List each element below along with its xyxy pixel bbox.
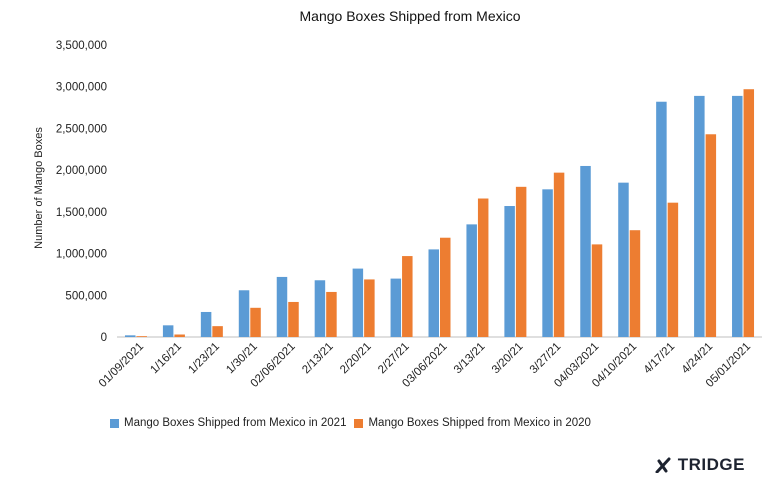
brand-logo: TRIDGE xyxy=(654,455,745,475)
bar-2020 xyxy=(591,244,603,337)
x-tick-label: 01/09/2021 xyxy=(97,341,146,390)
bar-2021 xyxy=(580,165,591,337)
x-axis-ticks: 01/09/2021 1/16/21 1/23/21 1/30/2102/06/202… xyxy=(97,341,753,390)
y-tick-label: 2,500,000 xyxy=(56,123,107,135)
bar-2021 xyxy=(656,101,667,337)
x-tick-label: 3/20/21 xyxy=(490,341,526,377)
y-tick-label: 1,500,000 xyxy=(56,207,107,219)
bar-2021 xyxy=(618,182,629,337)
x-tick-label: 1/16/21 xyxy=(148,341,184,377)
bar-2020 xyxy=(212,326,223,337)
legend-item-2020: Mango Boxes Shipped from Mexico in 2020 xyxy=(354,417,591,429)
y-tick-label: 3,000,000 xyxy=(56,82,107,94)
bar-2020 xyxy=(553,172,565,337)
bar-2020 xyxy=(667,202,679,337)
x-tick-label: 2/13/21 xyxy=(300,341,336,377)
x-tick-label: 1/23/21 xyxy=(186,341,222,377)
y-tick-label: 1,000,000 xyxy=(56,249,107,261)
x-tick-label: 1/30/21 xyxy=(224,341,260,377)
bar-2020 xyxy=(743,89,755,337)
x-tick-label: 3/27/21 xyxy=(528,341,564,377)
chart-title: Mango Boxes Shipped from Mexico xyxy=(300,8,521,24)
legend-label-2020: Mango Boxes Shipped from Mexico in 2020 xyxy=(368,417,591,429)
legend-swatch-2020 xyxy=(354,418,364,428)
bar-2020 xyxy=(440,237,451,337)
bar-2021 xyxy=(428,249,439,337)
bar-2021 xyxy=(694,95,705,337)
y-tick-label: 3,500,000 xyxy=(56,40,107,52)
legend-swatch-2021 xyxy=(110,418,119,428)
brand-name: TRIDGE xyxy=(677,455,745,474)
bar-2021 xyxy=(466,224,477,337)
legend-item-2021: Mango Boxes Shipped from Mexico in 2021 xyxy=(110,417,346,429)
bar-2021 xyxy=(542,189,553,337)
bar-2020 xyxy=(705,134,717,337)
tridge-logo-icon xyxy=(655,457,671,473)
bar-2020 xyxy=(477,198,489,337)
legend: Mango Boxes Shipped from Mexico in 2021 … xyxy=(110,417,591,429)
x-tick-label: 2/27/21 xyxy=(376,341,412,377)
bars xyxy=(124,89,755,337)
bar-2021 xyxy=(504,206,515,337)
x-tick-label: 4/24/21 xyxy=(680,341,716,377)
legend-label-2021: Mango Boxes Shipped from Mexico in 2021 xyxy=(124,417,347,429)
bar-2021 xyxy=(314,280,326,337)
bar-2020 xyxy=(136,336,147,337)
bar-2020 xyxy=(629,230,641,337)
bar-2020 xyxy=(364,279,375,337)
y-axis-title: Number of Mango Boxes xyxy=(33,127,45,249)
bar-2021 xyxy=(238,290,250,337)
mango-boxes-chart: Mango Boxes Shipped from Mexico Number o… xyxy=(33,8,762,390)
bar-2021 xyxy=(352,268,364,337)
bar-2021 xyxy=(200,311,212,337)
bar-2020 xyxy=(326,291,337,337)
bar-2021 xyxy=(124,335,136,337)
bar-2020 xyxy=(250,307,261,337)
bar-2020 xyxy=(402,256,413,337)
y-tick-label: 2,000,000 xyxy=(56,165,107,177)
bar-2020 xyxy=(174,334,185,337)
x-tick-label: 3/13/21 xyxy=(452,341,488,377)
bar-2021 xyxy=(276,276,288,337)
bar-2020 xyxy=(515,186,527,337)
y-axis-ticks: 0 500,000 1,000,000 1,500,000 2,000,000 2,500… xyxy=(56,40,107,344)
y-tick-label: 500,000 xyxy=(65,290,107,302)
bar-2021 xyxy=(162,325,174,337)
bar-2021 xyxy=(390,278,402,337)
bar-2021 xyxy=(732,95,743,337)
y-tick-label: 0 xyxy=(101,332,107,344)
bar-2020 xyxy=(288,301,299,337)
x-tick-label: 2/20/21 xyxy=(338,341,374,377)
x-tick-label: 4/17/21 xyxy=(642,341,678,377)
